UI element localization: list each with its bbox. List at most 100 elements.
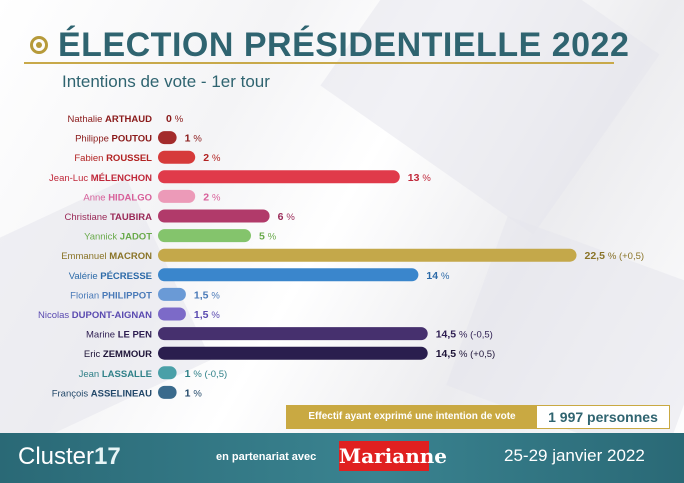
- candidate-first-name: Nicolas: [38, 310, 72, 321]
- bar: [158, 229, 251, 243]
- bar: [158, 287, 186, 301]
- bar: [158, 150, 196, 164]
- candidate-first-name: Eric: [84, 349, 103, 360]
- data-label: 1 % (-0,5): [185, 368, 228, 380]
- candidate-last-name: PHILIPPOT: [102, 290, 152, 301]
- candidate-first-name: Yannick: [84, 232, 120, 243]
- bar: [158, 385, 177, 399]
- sample-size-label: Effectif ayant exprimé une intention de …: [287, 406, 537, 428]
- sample-size-value: 1 997 personnes: [548, 409, 658, 425]
- footer-bar: Cluster17 en partenariat avec Marianne 2…: [0, 433, 684, 483]
- candidate-last-name: TAUBIRA: [110, 212, 152, 223]
- data-value: 6: [278, 211, 287, 223]
- data-label: 14,5 % (-0,5): [436, 329, 493, 341]
- data-unit: % (+0,5): [608, 251, 644, 262]
- title-divider: [24, 62, 614, 64]
- data-unit: %: [211, 290, 220, 301]
- data-label: 22,5 % (+0,5): [585, 250, 645, 262]
- data-value: 1,5: [194, 289, 212, 301]
- data-value: 14,5: [436, 348, 459, 360]
- data-label: 14 %: [426, 270, 450, 282]
- location-pin-icon: [30, 36, 48, 54]
- category-label: Jean-Luc MÉLENCHON: [49, 173, 152, 184]
- data-unit: %: [212, 192, 221, 203]
- candidate-first-name: Philippe: [75, 134, 111, 145]
- data-value: 2: [203, 152, 212, 164]
- data-unit: %: [422, 173, 431, 184]
- data-value: 1: [185, 133, 194, 145]
- data-unit: %: [193, 388, 202, 399]
- category-label: Nathalie ARTHAUD: [68, 114, 153, 125]
- candidate-first-name: Marine: [86, 330, 118, 341]
- data-value: 13: [408, 172, 423, 184]
- data-value: 1: [185, 368, 194, 380]
- candidate-last-name: LE PEN: [118, 330, 152, 341]
- data-value: 0: [166, 113, 175, 125]
- candidate-first-name: Valérie: [69, 271, 101, 282]
- data-unit: %: [175, 114, 184, 125]
- data-unit: % (+0,5): [459, 349, 495, 360]
- candidate-first-name: François: [52, 388, 91, 399]
- marianne-logo: Marianne: [339, 441, 447, 471]
- data-label: 6 %: [278, 211, 296, 223]
- candidate-last-name: DUPONT-AIGNAN: [72, 310, 152, 321]
- data-label: 14,5 % (+0,5): [436, 348, 496, 360]
- category-label: Emmanuel MACRON: [61, 251, 152, 262]
- category-label: Christiane TAUBIRA: [65, 212, 153, 223]
- data-label: 13 %: [408, 172, 432, 184]
- candidate-first-name: Nathalie: [68, 114, 106, 125]
- category-label: Philippe POUTOU: [75, 134, 152, 145]
- data-value: 22,5: [585, 250, 608, 262]
- data-value: 14: [426, 270, 441, 282]
- bar: [158, 248, 577, 262]
- category-label: Valérie PÉCRESSE: [69, 271, 152, 282]
- category-label: Nicolas DUPONT-AIGNAN: [38, 310, 152, 321]
- data-label: 1 %: [185, 133, 203, 145]
- data-unit: %: [211, 310, 220, 321]
- data-label: 1,5 %: [194, 309, 221, 321]
- candidate-first-name: Anne: [83, 192, 108, 203]
- header: ÉLECTION PRÉSIDENTIELLE 2022: [24, 24, 629, 94]
- data-unit: %: [212, 153, 221, 164]
- data-label: 1 %: [185, 387, 203, 399]
- candidate-first-name: Jean: [79, 369, 102, 380]
- data-unit: % (-0,5): [459, 330, 493, 341]
- candidate-first-name: Emmanuel: [61, 251, 109, 262]
- data-unit: %: [268, 232, 277, 243]
- candidate-first-name: Florian: [70, 290, 102, 301]
- page-subtitle: Intentions de vote - 1er tour: [62, 72, 270, 91]
- candidate-first-name: Christiane: [65, 212, 110, 223]
- category-label: François ASSELINEAU: [52, 388, 152, 399]
- data-label: 1,5 %: [194, 289, 221, 301]
- page-title: ÉLECTION PRÉSIDENTIELLE 2022: [58, 26, 630, 64]
- category-label: Florian PHILIPPOT: [70, 290, 152, 301]
- candidate-first-name: Jean-Luc: [49, 173, 91, 184]
- survey-date: 25-29 janvier 2022: [504, 446, 645, 465]
- data-unit: %: [193, 134, 202, 145]
- bar: [158, 170, 400, 184]
- category-label: Marine LE PEN: [86, 330, 152, 341]
- data-value: 5: [259, 231, 268, 243]
- candidate-last-name: LASSALLE: [102, 369, 152, 380]
- candidate-last-name: ROUSSEL: [106, 153, 152, 164]
- category-label: Anne HIDALGO: [83, 192, 152, 203]
- candidate-last-name: POUTOU: [112, 134, 153, 145]
- sample-size-box: Effectif ayant exprimé une intention de …: [286, 405, 670, 429]
- bar: [158, 327, 428, 341]
- data-value: 1: [185, 387, 194, 399]
- candidate-last-name: HIDALGO: [108, 192, 152, 203]
- candidate-last-name: ARTHAUD: [105, 114, 152, 125]
- partner-text: en partenariat avec: [216, 451, 317, 463]
- data-unit: % (-0,5): [193, 369, 227, 380]
- category-label: Eric ZEMMOUR: [84, 349, 152, 360]
- bar: [158, 131, 177, 145]
- candidate-last-name: MÉLENCHON: [91, 173, 152, 184]
- candidate-last-name: PÉCRESSE: [100, 271, 152, 282]
- data-label: 5 %: [259, 231, 277, 243]
- data-unit: %: [286, 212, 295, 223]
- candidate-first-name: Fabien: [74, 153, 106, 164]
- data-value: 1,5: [194, 309, 212, 321]
- data-label: 2 %: [203, 152, 221, 164]
